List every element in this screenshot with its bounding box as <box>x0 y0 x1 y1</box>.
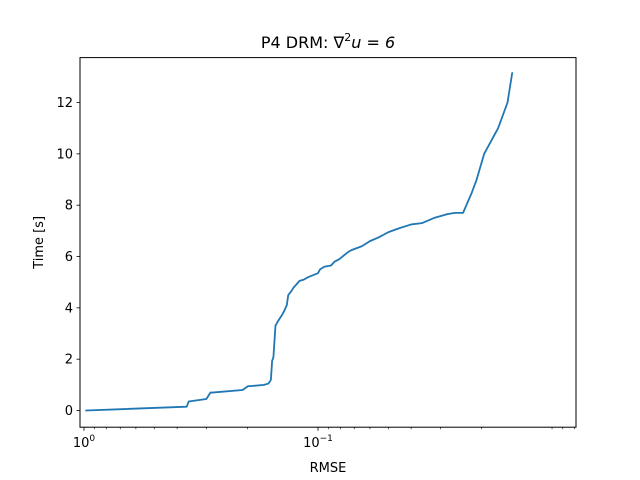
plot-frame <box>79 57 577 428</box>
x-tick-label: 10−1 <box>303 434 333 451</box>
y-tick-label: 2 <box>65 353 73 368</box>
x-tick-label-exponent: 0 <box>89 434 95 444</box>
series-line <box>85 72 514 412</box>
chart-title: P4 DRM: ∇2u = 6 <box>261 31 395 52</box>
y-axis-label: Time [s] <box>32 216 47 270</box>
chart-title-prefix: P4 DRM: ∇ <box>261 33 345 52</box>
chart-title-superscript: 2 <box>344 31 351 44</box>
x-tick-label: 100 <box>73 434 96 451</box>
y-tick-label: 0 <box>65 404 73 419</box>
chart-title-rest: u = 6 <box>351 33 395 52</box>
y-tick-label: 4 <box>65 301 73 316</box>
x-tick-label-base: 10 <box>73 436 90 451</box>
y-tick-label: 12 <box>56 96 73 111</box>
x-axis-label: RMSE <box>310 461 347 476</box>
y-tick-label: 10 <box>56 147 73 162</box>
series-layer <box>85 72 514 412</box>
x-tick-label-exponent: −1 <box>320 434 333 444</box>
y-tick-label: 6 <box>65 250 73 265</box>
y-tick-label: 8 <box>65 199 73 214</box>
x-tick-label-base: 10 <box>303 436 320 451</box>
